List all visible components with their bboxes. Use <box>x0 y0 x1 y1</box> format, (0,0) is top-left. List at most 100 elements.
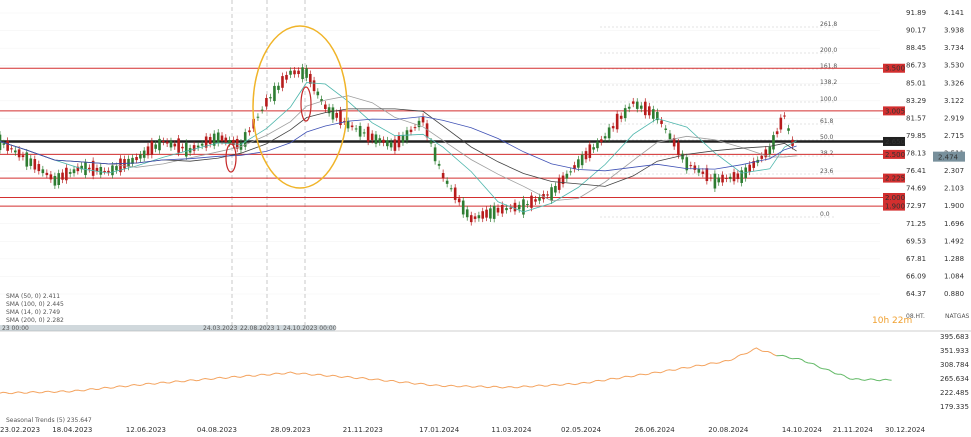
fib-label: 100.0 <box>820 96 837 103</box>
event-marker-label: 24.10.2023 00:00 <box>283 325 337 332</box>
candle-body <box>603 136 607 139</box>
x-tick: 28.09.2023 <box>271 426 311 434</box>
candle-body <box>599 139 603 143</box>
candle-body <box>509 207 513 209</box>
moving-average-line <box>0 95 797 202</box>
candle-body <box>530 195 533 208</box>
price-level-tag <box>883 173 905 183</box>
candle-body <box>473 216 477 219</box>
y-right-tick: 1.900 <box>944 202 964 210</box>
x-tick: 02.05.2024 <box>561 426 602 434</box>
candle-body <box>281 76 284 88</box>
candle-body <box>196 145 200 148</box>
price-level-tag <box>883 136 905 146</box>
seasonal-line-future <box>776 354 892 382</box>
candle-body <box>627 106 631 109</box>
candle-body <box>200 143 204 146</box>
price-level-tag-label: 3.500 <box>885 65 905 73</box>
candle-body <box>652 109 655 119</box>
seasonal-y-tick: 265.634 <box>940 375 969 383</box>
candle-body <box>713 173 717 189</box>
price-tag: 08.HT. <box>906 313 925 320</box>
candle-body <box>99 166 103 175</box>
candle-body <box>481 211 485 219</box>
candle-body <box>500 204 504 214</box>
candle-body <box>293 70 296 75</box>
price-level-tag <box>883 63 905 73</box>
instrument-tag: NATGAS <box>945 313 970 320</box>
candle-body <box>150 141 154 155</box>
candle-body <box>787 128 790 131</box>
fib-label: 0.0 <box>820 211 830 218</box>
candle-body <box>775 131 779 135</box>
candle-body <box>57 173 61 186</box>
candle-body <box>748 164 752 172</box>
fib-label: 61.8 <box>820 118 834 125</box>
candle-body <box>685 157 689 171</box>
fib-label: 23.6 <box>820 168 834 175</box>
candle-body <box>607 127 611 139</box>
fib-label: 161.8 <box>820 63 837 70</box>
fib-label: 50.0 <box>820 134 834 141</box>
time-marker-strip <box>0 325 335 331</box>
candle-body <box>243 132 247 147</box>
y-left-tick: 71.25 <box>906 220 926 228</box>
candle-body <box>248 130 251 133</box>
y-right-tick: 2.715 <box>944 132 964 140</box>
candle-body <box>386 140 389 147</box>
candle-body <box>417 120 421 128</box>
candle-body <box>45 172 49 176</box>
candle-body <box>192 145 196 151</box>
candle-body <box>76 166 80 172</box>
candle-body <box>693 165 697 170</box>
candle-body <box>433 147 437 162</box>
candle-body <box>615 113 619 130</box>
candle-body <box>181 146 184 149</box>
candle-body <box>639 105 643 109</box>
candle-body <box>21 155 25 158</box>
candle-body <box>705 168 709 182</box>
candle-body <box>354 128 358 130</box>
candle-body <box>725 178 728 180</box>
candle-body <box>697 168 701 173</box>
x-tick: 23.02.2023 <box>0 426 40 434</box>
candle-body <box>139 154 142 159</box>
candle-body <box>2 143 6 145</box>
legend-entry: SMA (50, 0) 2.411 <box>6 293 60 300</box>
candle-body <box>350 125 354 128</box>
candle-body <box>554 185 557 193</box>
candle-body <box>677 142 680 156</box>
legend-entry: SMA (100, 0) 2.445 <box>6 301 64 308</box>
y-right-tick: 3.734 <box>944 44 965 52</box>
y-right-tick: 2.307 <box>944 167 964 175</box>
candle-body <box>565 173 569 179</box>
candle-body <box>107 170 110 173</box>
candle-body <box>320 99 323 102</box>
candle-body <box>339 110 342 126</box>
candle-body <box>557 177 561 190</box>
candle-body <box>277 85 280 90</box>
y-right-tick: 4.141 <box>944 9 964 17</box>
x-tick: 11.03.2024 <box>491 426 532 434</box>
candle-body <box>358 125 362 137</box>
candle-body <box>721 174 724 183</box>
candle-body <box>14 150 17 153</box>
y-right-tick: 3.122 <box>944 97 964 105</box>
candle-body <box>393 139 397 151</box>
candle-body <box>327 107 331 114</box>
candle-body <box>33 159 37 170</box>
candle-body <box>701 171 705 174</box>
candle-body <box>505 208 508 211</box>
highlight-oval <box>300 86 312 122</box>
candle-body <box>538 197 541 201</box>
candle-body <box>256 116 260 118</box>
candle-body <box>154 144 157 149</box>
candle-body <box>569 171 572 173</box>
y-right-tick: 1.288 <box>944 255 964 263</box>
candle-body <box>220 135 224 142</box>
candle-body <box>37 164 41 172</box>
price-level-tag-label: 2.500 <box>885 151 905 159</box>
price-level-tag-label: 3.005 <box>885 107 905 115</box>
candle-body <box>623 108 627 119</box>
candle-body <box>449 188 453 190</box>
